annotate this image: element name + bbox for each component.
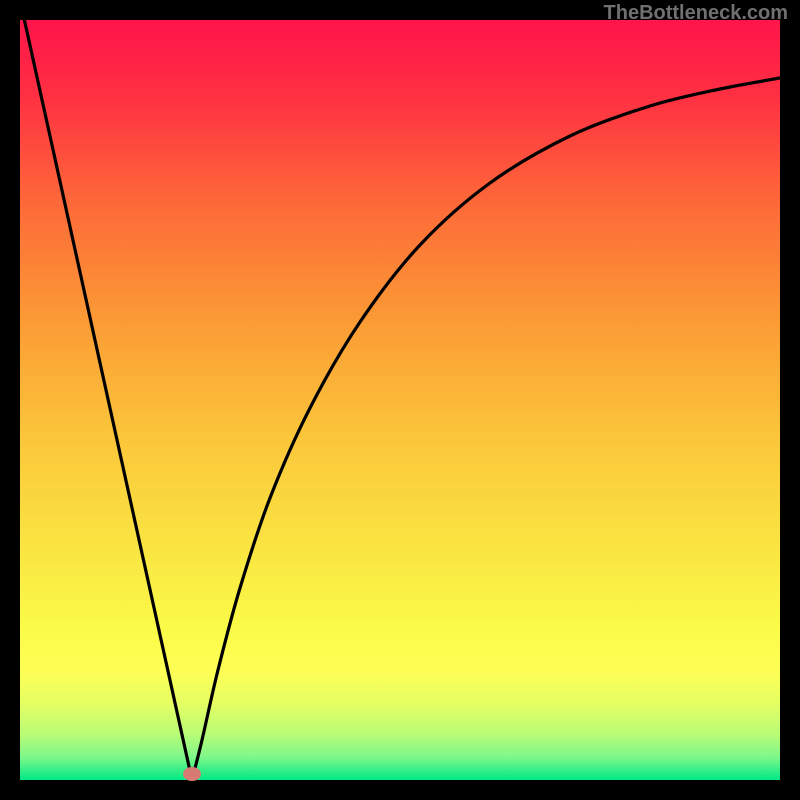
optimum-marker <box>183 767 201 781</box>
plot-area <box>20 20 780 780</box>
curve-path <box>20 20 780 780</box>
bottleneck-curve <box>20 20 780 780</box>
watermark-text: TheBottleneck.com <box>604 2 788 25</box>
